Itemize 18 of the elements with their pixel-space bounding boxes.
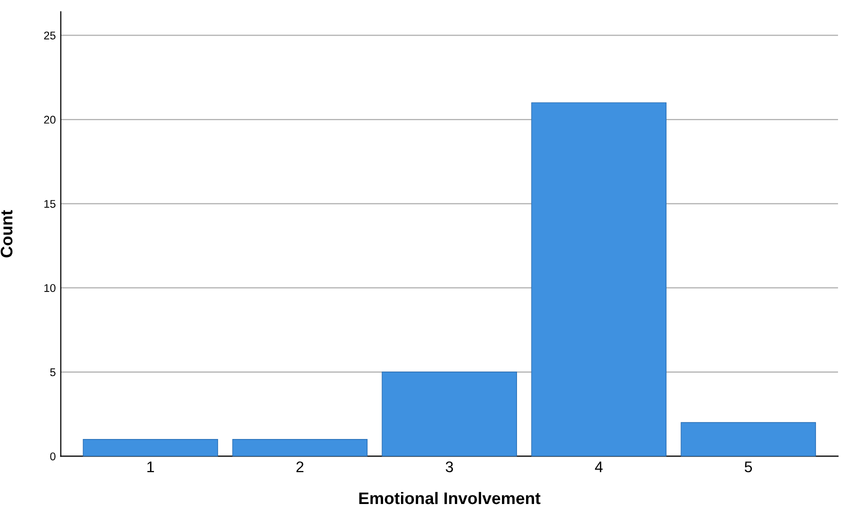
y-tick-label: 10 <box>44 284 56 292</box>
x-tick-label: 3 <box>446 461 453 472</box>
y-tick-label: 20 <box>44 116 56 124</box>
bar <box>680 422 816 456</box>
bar <box>531 102 666 456</box>
x-tick-label: 4 <box>594 462 603 472</box>
bar <box>232 439 368 456</box>
x-tick-label: 2 <box>296 461 304 472</box>
y-tick-label: 15 <box>44 200 56 208</box>
y-tick-label: 25 <box>44 32 56 40</box>
bar <box>82 439 218 456</box>
x-tick-label: 5 <box>744 462 752 472</box>
x-tick-label: 1 <box>147 462 154 472</box>
y-tick-label: 5 <box>50 368 56 376</box>
y-tick-label: 0 <box>50 452 56 460</box>
x-axis-title: Emotional Involvement <box>359 492 540 504</box>
bar <box>382 372 518 456</box>
y-axis-title: Count <box>0 210 12 258</box>
